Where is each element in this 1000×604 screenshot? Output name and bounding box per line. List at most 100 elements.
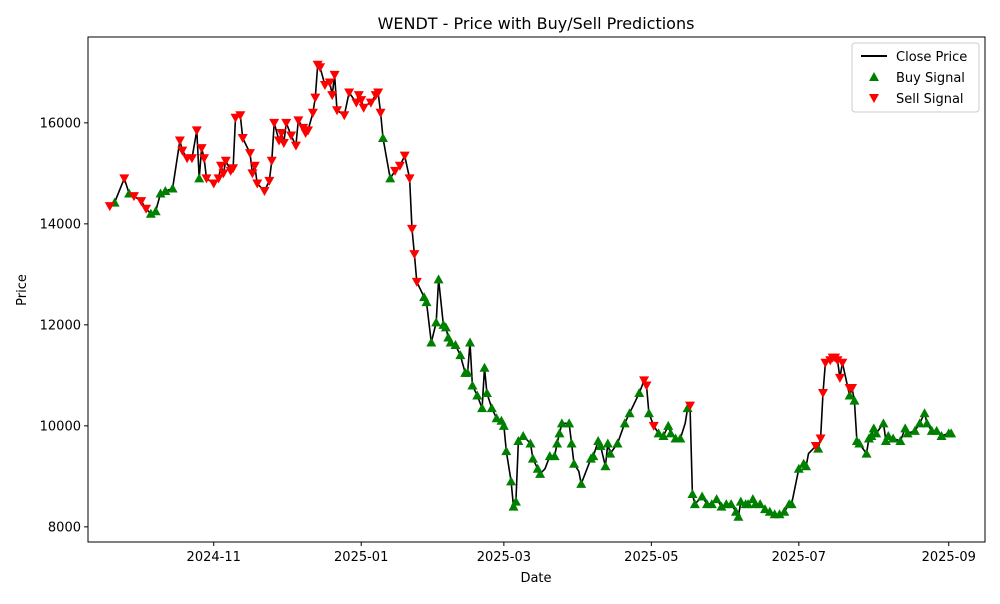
buy-signal-marker	[576, 478, 587, 488]
y-tick-label: 14000	[40, 217, 81, 232]
sell-signal-marker	[199, 154, 210, 164]
buy-signal-marker	[549, 451, 560, 461]
buy-signal-marker	[711, 494, 722, 504]
buy-signal-marker	[479, 362, 490, 372]
legend-label-sell: Sell Signal	[896, 92, 964, 107]
legend-label-close: Close Price	[896, 50, 967, 65]
legend-label-buy: Buy Signal	[896, 71, 965, 86]
buy-signal-marker	[909, 425, 920, 435]
sell-signal-marker	[818, 389, 829, 399]
sell-signal-marker	[235, 111, 246, 121]
buy-signal-marker	[634, 388, 645, 398]
buy-signal-marker	[535, 468, 546, 478]
sell-signal-marker	[394, 161, 405, 171]
sell-signal-marker	[315, 63, 326, 73]
y-tick-label: 8000	[48, 520, 81, 535]
buy-signal-marker	[706, 499, 717, 509]
sell-signal-marker	[266, 156, 277, 166]
sell-signal-marker	[353, 91, 364, 101]
buy-signal-marker	[486, 403, 497, 413]
sell-signal-marker	[329, 70, 340, 80]
buy-signal-marker	[793, 463, 804, 473]
sell-signal-marker	[404, 174, 415, 184]
buy-signal-marker	[588, 451, 599, 461]
buy-signal-marker	[866, 430, 877, 440]
sell-signal-marker	[815, 434, 826, 444]
buy-signal-marker	[936, 430, 947, 440]
x-tick-label: 2025-07	[772, 550, 826, 565]
buy-signal-marker	[921, 418, 932, 428]
sell-signal-marker	[174, 136, 185, 146]
buy-signal-marker	[605, 448, 616, 458]
sell-signal-marker	[119, 174, 130, 184]
buy-signal-marker	[472, 390, 483, 400]
buy-signal-marker	[880, 436, 891, 445]
sell-signal-marker	[685, 401, 696, 411]
sell-signal-marker	[390, 166, 401, 176]
sell-signal-marker	[286, 131, 297, 141]
buy-signal-marker	[525, 438, 536, 448]
buy-signal-marker	[498, 420, 509, 430]
legend-box	[851, 42, 980, 113]
sell-signal-marker	[218, 169, 229, 179]
sell-signal-marker	[208, 179, 219, 189]
buy-signal-marker	[726, 499, 737, 509]
sell-signal-marker	[259, 187, 270, 197]
buy-signal-marker	[462, 367, 473, 377]
sell-signal-marker	[339, 111, 350, 121]
buy-signal-marker	[849, 395, 860, 405]
sell-signal-marker	[411, 277, 422, 287]
buy-signal-marker	[431, 317, 442, 327]
x-tick-label: 2025-05	[624, 550, 678, 565]
x-tick-label: 2024-11	[187, 550, 241, 565]
buy-signal-marker	[755, 499, 766, 509]
buy-signal-marker	[385, 173, 396, 183]
x-tick-label: 2025-01	[334, 550, 388, 565]
sell-signal-marker	[344, 88, 355, 98]
sell-signal-marker	[648, 421, 659, 431]
sell-signal-marker	[406, 224, 417, 234]
buy-signal-marker	[931, 425, 942, 435]
sell-signal-marker	[324, 78, 335, 88]
buy-signal-marker	[467, 380, 478, 390]
sell-signal-marker	[356, 96, 367, 106]
buy-signal-marker	[510, 496, 521, 506]
buy-signal-marker	[194, 173, 205, 183]
buy-signal-marker	[624, 408, 635, 418]
buy-signal-marker	[687, 489, 698, 499]
buy-signal-marker	[919, 408, 930, 418]
buy-signal-marker	[508, 501, 519, 511]
buy-signal-marker	[421, 297, 432, 307]
buy-signal-marker	[888, 433, 899, 443]
buy-signal-marker	[658, 430, 669, 440]
sell-signal-marker	[810, 442, 821, 452]
sell-signal-marker	[191, 126, 202, 136]
buy-signal-marker	[433, 274, 444, 284]
sell-signal-marker	[327, 91, 338, 101]
x-axis-label: Date	[520, 571, 551, 586]
buy-signal-marker	[566, 438, 577, 448]
buy-signal-marker	[689, 499, 700, 509]
sell-signal-marker	[409, 250, 420, 260]
sell-signal-series	[104, 60, 858, 452]
x-tick-label: 2025-09	[922, 550, 976, 565]
sell-signal-marker	[281, 118, 292, 128]
sell-signal-marker	[278, 139, 289, 149]
sell-signal-marker	[104, 202, 115, 212]
sell-signal-marker	[141, 204, 152, 214]
x-axis-ticks: 2024-11 2025-01 2025-03 2025-05 2025-07 2025-…	[187, 542, 976, 565]
sell-signal-marker	[834, 373, 845, 383]
buy-signal-marker	[854, 438, 865, 448]
buy-signal-marker	[150, 206, 161, 216]
buy-signal-marker	[779, 506, 790, 516]
buy-signal-marker	[733, 511, 744, 521]
sell-signal-marker	[220, 156, 231, 166]
sell-signal-marker	[213, 174, 224, 184]
buy-signal-marker	[861, 448, 872, 458]
buy-signal-marker	[477, 403, 488, 413]
sell-signal-marker	[832, 356, 843, 366]
sell-signal-marker	[358, 103, 369, 113]
y-tick-label: 16000	[40, 116, 81, 131]
